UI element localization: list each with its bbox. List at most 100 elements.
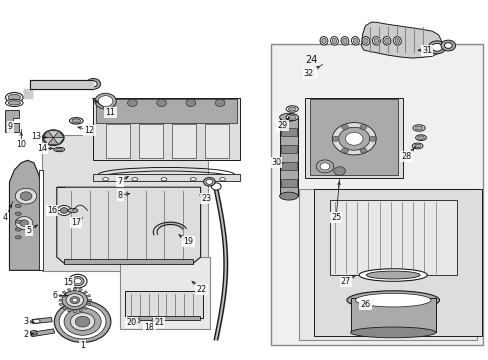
Circle shape [70,313,95,330]
Polygon shape [361,22,441,58]
Text: 14: 14 [37,144,47,153]
Ellipse shape [285,114,298,121]
Circle shape [345,132,362,145]
Circle shape [427,41,445,54]
Polygon shape [78,309,82,312]
Text: 26: 26 [360,300,370,309]
Bar [32,318,52,324]
Ellipse shape [355,293,430,307]
Text: 24: 24 [305,69,315,78]
Polygon shape [57,187,200,263]
Text: 8: 8 [118,190,122,199]
Circle shape [15,217,33,229]
Ellipse shape [358,269,427,281]
Bar [31,329,55,337]
Text: 27: 27 [340,276,350,285]
Bar [64,259,193,264]
Text: 5: 5 [26,226,31,235]
Ellipse shape [331,38,336,44]
Ellipse shape [5,93,23,103]
Ellipse shape [15,236,21,239]
Polygon shape [58,299,62,301]
Circle shape [98,99,108,107]
Circle shape [431,43,442,51]
Ellipse shape [279,113,298,121]
Bar [310,99,397,175]
FancyBboxPatch shape [299,189,476,339]
Text: 3: 3 [23,317,28,326]
Circle shape [205,179,212,184]
Circle shape [64,308,101,335]
Ellipse shape [415,135,426,140]
Ellipse shape [342,38,346,44]
Circle shape [341,148,347,153]
Bar [93,174,239,181]
Ellipse shape [411,143,422,149]
Polygon shape [53,138,64,144]
Polygon shape [9,160,41,270]
Ellipse shape [285,106,298,112]
Circle shape [316,160,333,173]
Polygon shape [4,110,19,132]
Bar [280,145,297,153]
Text: 29: 29 [277,121,287,130]
Circle shape [368,136,375,141]
Text: 30: 30 [271,158,281,167]
FancyBboxPatch shape [42,135,207,271]
Circle shape [59,305,106,339]
Polygon shape [48,138,59,144]
Circle shape [20,192,32,201]
Polygon shape [125,291,203,318]
Circle shape [75,316,90,327]
Ellipse shape [373,38,378,44]
Text: 1: 1 [80,341,85,350]
Circle shape [157,99,166,107]
Polygon shape [42,131,53,138]
Ellipse shape [32,319,40,323]
Ellipse shape [361,37,369,45]
Circle shape [98,96,113,107]
Text: 28: 28 [401,152,410,161]
Bar [313,189,481,336]
Ellipse shape [414,126,422,130]
Ellipse shape [417,136,424,139]
Text: 18: 18 [144,323,154,332]
Polygon shape [62,306,67,309]
FancyBboxPatch shape [120,257,210,329]
Bar [329,200,456,275]
Text: 7: 7 [117,177,122,186]
Polygon shape [78,288,82,292]
Circle shape [15,188,37,204]
Bar [139,125,163,158]
Ellipse shape [288,107,296,111]
Circle shape [359,125,366,130]
Polygon shape [73,288,76,291]
Text: 15: 15 [63,278,73,287]
Ellipse shape [393,37,401,45]
Ellipse shape [102,178,108,181]
Ellipse shape [72,119,81,123]
Text: 2: 2 [23,330,29,339]
Circle shape [444,42,451,48]
Ellipse shape [320,37,327,45]
Polygon shape [42,138,53,144]
Circle shape [66,294,83,307]
Bar [127,316,199,320]
Ellipse shape [161,178,166,181]
Circle shape [341,125,347,130]
Bar [350,298,435,332]
Bar [280,128,297,135]
Ellipse shape [68,274,87,288]
Ellipse shape [363,38,367,44]
Text: 22: 22 [196,285,206,294]
Circle shape [331,123,375,155]
Circle shape [338,127,369,150]
Ellipse shape [190,178,196,181]
Bar [280,179,297,187]
Ellipse shape [340,37,348,45]
Ellipse shape [5,99,23,107]
Ellipse shape [366,271,419,279]
Circle shape [89,81,97,87]
Ellipse shape [351,37,359,45]
Text: 4: 4 [3,213,8,222]
